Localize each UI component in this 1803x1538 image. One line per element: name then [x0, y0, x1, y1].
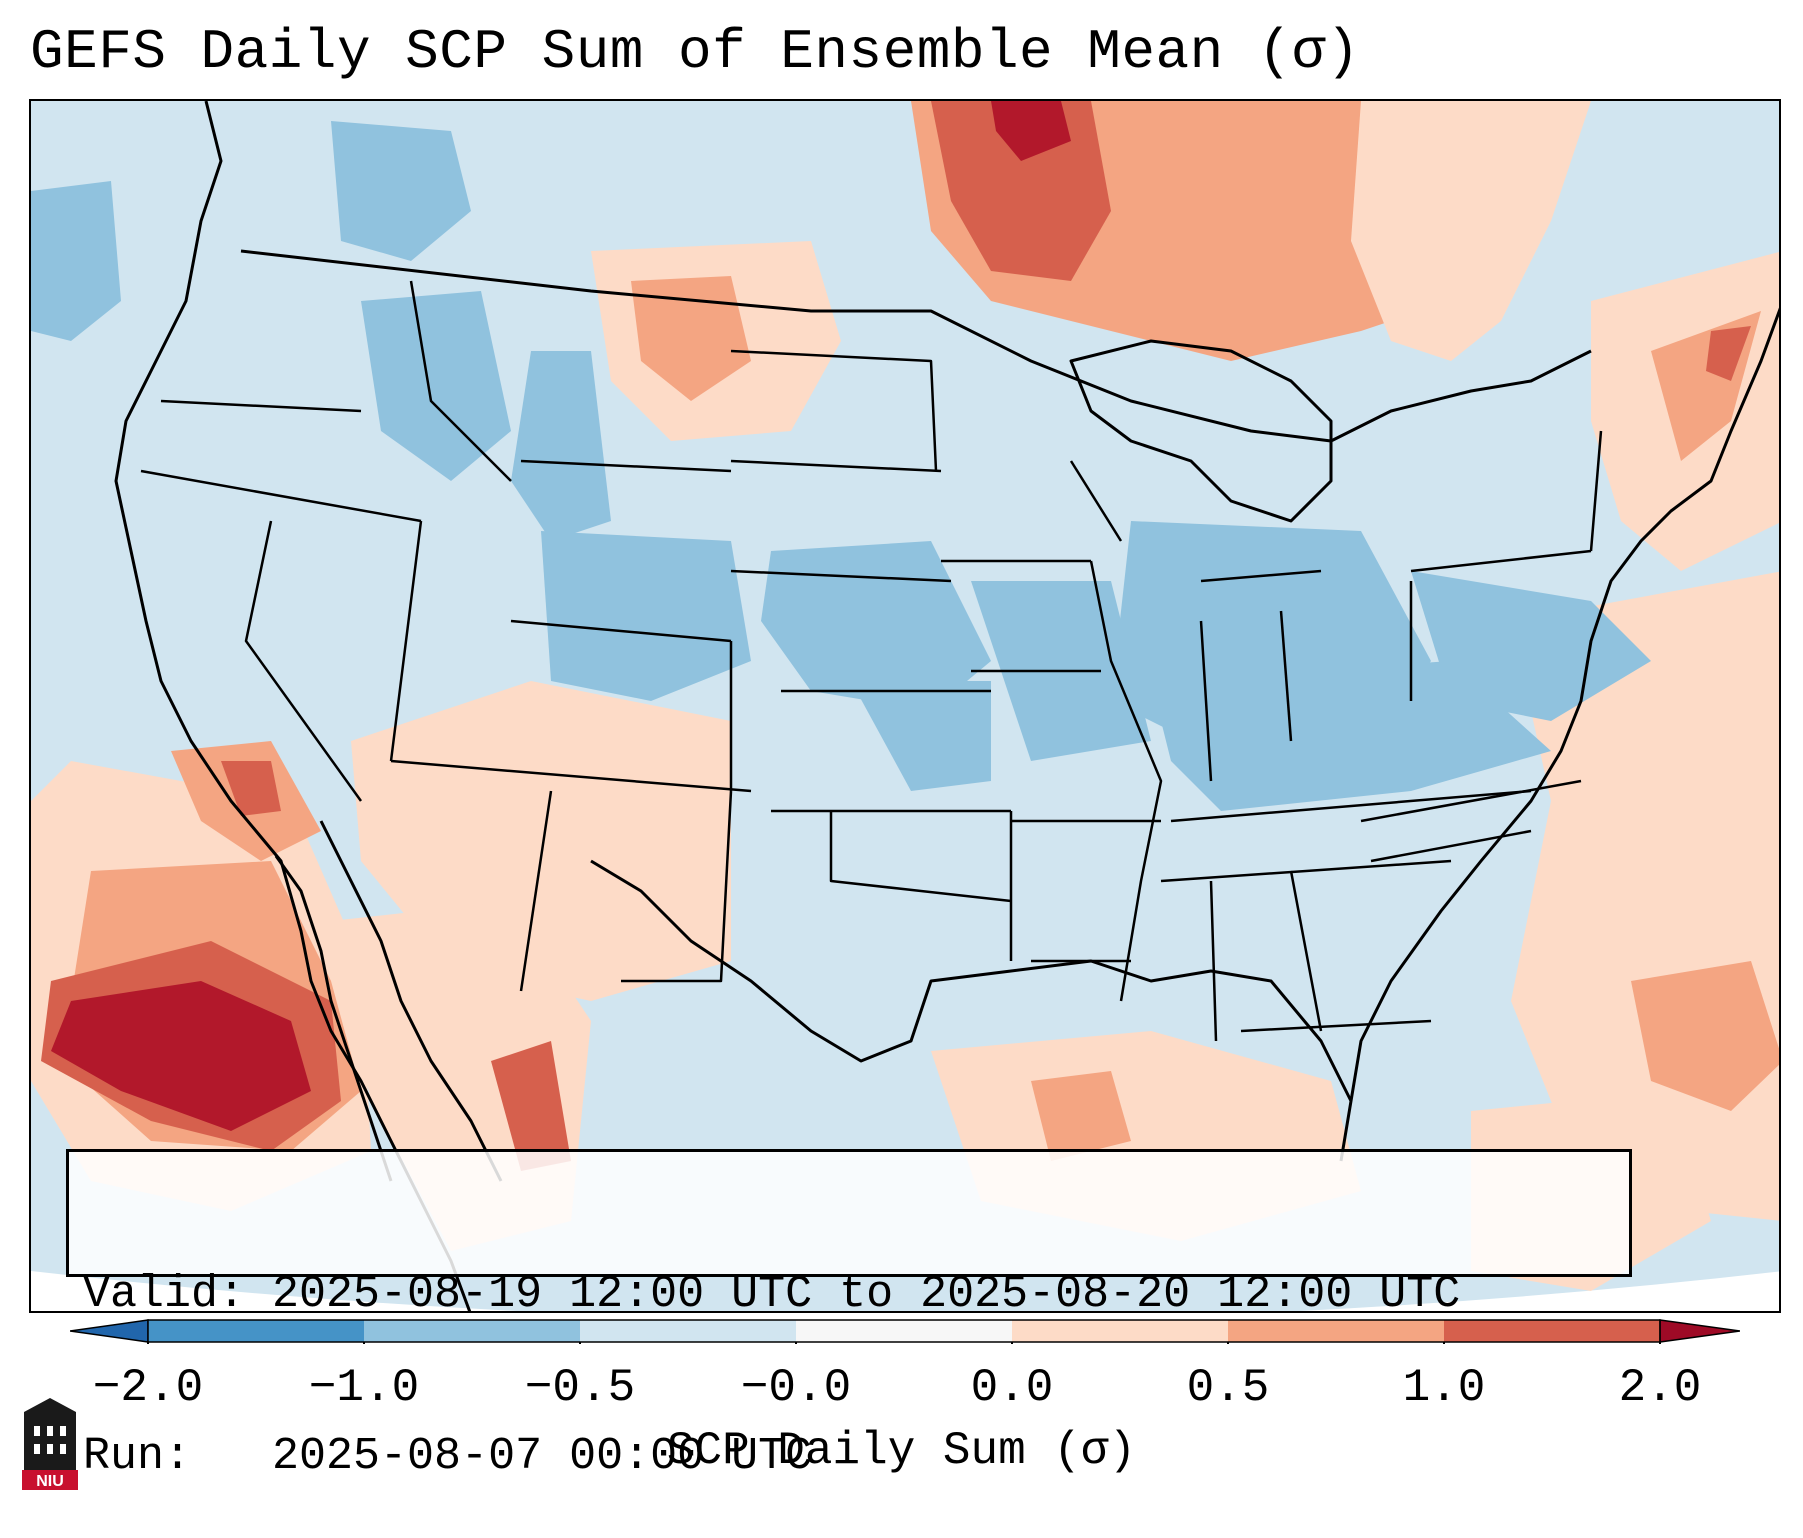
map-panel — [29, 99, 1781, 1313]
niu-logo: NIU — [22, 1398, 78, 1490]
border-il-in — [1199, 620, 1213, 782]
anomaly-patch-virginia — [1411, 571, 1651, 721]
baja-coastline — [274, 855, 393, 1182]
colorbar-bin-7 — [1444, 1320, 1660, 1342]
border-va-nc — [1360, 779, 1582, 823]
border-wi-mi — [1069, 460, 1123, 542]
us-canada-border — [240, 249, 1592, 443]
border-tn-south — [1160, 859, 1452, 883]
border-mi — [1200, 569, 1322, 583]
colorbar — [70, 1319, 1740, 1344]
anomaly-patch-maine-core — [1706, 326, 1751, 381]
colorbar-outline — [147, 1319, 1661, 1343]
border-ga-fl — [1240, 1019, 1432, 1033]
colorbar-tick-label: 2.0 — [1618, 1362, 1702, 1414]
border-nv-ut — [389, 520, 423, 762]
forecast-map — [31, 101, 1779, 1311]
anomaly-patch-oklahoma — [851, 681, 991, 791]
border-ky-tn — [1170, 789, 1532, 823]
gulf-of-california-coast — [319, 820, 503, 1182]
border-in-oh — [1279, 610, 1293, 742]
colorbar-tick-label: 0.0 — [970, 1362, 1054, 1414]
colorbar-bin-1 — [148, 1320, 364, 1342]
border-nd-sd — [730, 459, 942, 473]
anomaly-patch-manitoba-core — [991, 101, 1071, 161]
border-wa-or — [160, 399, 362, 413]
colorbar-tick-label: −0.0 — [740, 1362, 852, 1414]
colorbar-bin-2 — [364, 1320, 580, 1342]
colorbar-tick-label: −1.0 — [308, 1362, 420, 1414]
anomaly-patch-pacific-nw-offshore — [31, 181, 121, 341]
anomaly-patch-atlantic-core — [1631, 961, 1779, 1111]
colorbar-tick-label: 1.0 — [1402, 1362, 1486, 1414]
niu-logo-text: NIU — [36, 1473, 64, 1490]
anomaly-patch-baja-core — [51, 981, 311, 1131]
state-borders — [140, 280, 1603, 1042]
anomaly-patch-socal-core — [221, 761, 281, 816]
valid-run-info-box: Valid: 2025-08-19 12:00 UTC to 2025-08-2… — [66, 1149, 1632, 1482]
border-mt-wy — [520, 459, 732, 473]
anomaly-patch-sierra-madre — [491, 1041, 571, 1171]
colorbar-bin-6 — [1228, 1320, 1444, 1342]
border-ny-ne — [1589, 430, 1603, 552]
colorbar-tick-label: −0.5 — [524, 1362, 636, 1414]
colorbar-tick-label: −2.0 — [92, 1362, 204, 1414]
anomaly-patch-ontario — [1351, 101, 1591, 361]
coastlines — [114, 101, 1779, 1311]
great-lakes-outline — [1069, 339, 1333, 523]
projection-edge — [31, 1271, 1779, 1311]
colorbar-over-arrow — [1659, 1319, 1740, 1343]
border-mississippi-river — [1089, 560, 1163, 1002]
border-ca-nv — [244, 520, 363, 802]
border-ok-tx — [829, 811, 1012, 903]
border-or-ca-nv — [140, 469, 422, 523]
anomaly-patch-manitoba — [931, 101, 1111, 281]
atlantic-coast — [1349, 307, 1779, 1102]
colorbar-label: SCP Daily Sum (σ) — [666, 1425, 1137, 1477]
niu-logo-band — [22, 1470, 78, 1490]
colorbar-tick-label: 0.5 — [1186, 1362, 1270, 1414]
anomaly-patch-colorado — [541, 531, 751, 701]
border-nc-sc — [1370, 829, 1532, 863]
anomaly-patch-idaho — [361, 291, 511, 481]
anomaly-patch-washington — [331, 121, 471, 261]
colorbar-under-arrow — [70, 1319, 149, 1343]
anomaly-patch-kansas — [761, 541, 991, 711]
anomaly-patch-montana-core — [631, 276, 751, 401]
border-dakotas — [730, 349, 938, 472]
valid-time-text: Valid: 2025-08-19 12:00 UTC to 2025-08-2… — [83, 1269, 1461, 1320]
pacific-coastline — [114, 101, 472, 1311]
border-ms-al — [1209, 880, 1218, 1042]
border-sd-ne — [730, 569, 952, 583]
border-pa-ny — [1410, 549, 1592, 573]
chart-title: GEFS Daily SCP Sum of Ensemble Mean (σ) — [30, 20, 1361, 84]
run-time-text: Run: 2025-08-07 00:00 UTC — [83, 1431, 813, 1482]
colorbar-bin-5 — [1012, 1320, 1228, 1342]
border-id-mt — [409, 280, 512, 482]
colorbar-bin-4 — [796, 1320, 1012, 1342]
border-nm-tx — [621, 790, 733, 983]
anomaly-patch-gulf-core — [1031, 1071, 1131, 1161]
border-wy-co — [510, 619, 732, 643]
border-al-ga — [1289, 870, 1323, 1032]
border-ut-az — [390, 759, 752, 793]
niu-shield-icon — [24, 1398, 76, 1476]
border-az-nm — [519, 790, 553, 992]
anomaly-patch-wyoming — [511, 351, 611, 541]
colorbar-bin-3 — [580, 1320, 796, 1342]
positive-anomaly-field — [31, 101, 1779, 1291]
